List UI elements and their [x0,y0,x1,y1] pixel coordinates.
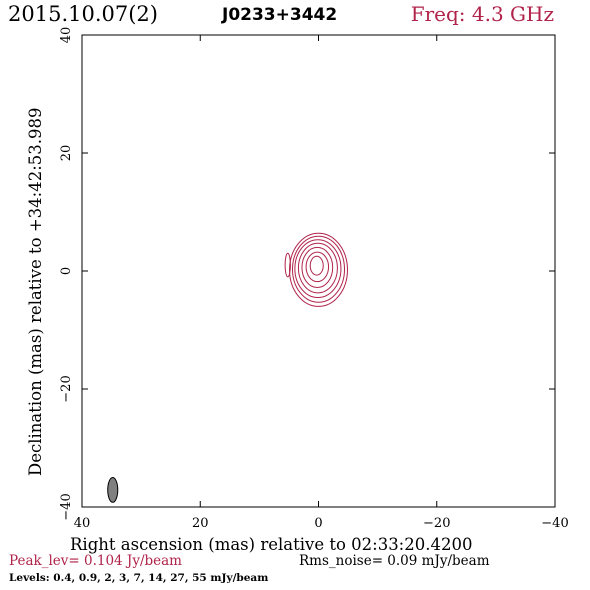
y-tick-label: 0 [59,267,74,275]
contour-ring [305,251,330,283]
contour-ring [294,239,342,299]
x-tick-label: −20 [423,516,450,531]
source-name: J0233+3442 [222,5,338,25]
contour-group [107,232,348,503]
secondary-contour [284,252,291,278]
x-tick-label: 0 [314,516,322,531]
y-tick-label: −20 [59,375,74,402]
plot-frame [81,34,556,508]
observation-date: 2015.10.07(2) [8,2,158,26]
contour-ring [301,246,334,289]
x-tick-label: 40 [74,516,91,531]
tick-marks [81,34,556,508]
peak-level: Peak_lev= 0.104 Jy/beam [9,553,182,569]
y-axis-label: Declination (mas) relative to +34:42:53.… [26,107,45,476]
y-tick-label: 40 [59,27,74,44]
contour-ring [289,232,348,307]
y-tick-label: −40 [59,493,74,520]
y-tick-label: 20 [59,145,74,162]
contour-levels: Levels: 0.4, 0.9, 2, 3, 7, 14, 27, 55 mJ… [9,572,269,584]
contour-ring [297,242,338,294]
contour-ring [309,255,324,276]
x-axis-label: Right ascension (mas) relative to 02:33:… [70,535,472,554]
x-tick-label: −40 [541,516,568,531]
frequency-label: Freq: 4.3 GHz [410,2,554,26]
tick-labels: 40 20 0 −20 −40 −40 −20 0 20 40 [59,27,569,531]
beam-ellipse [107,477,119,503]
rms-noise: Rms_noise= 0.09 mJy/beam [299,553,490,569]
x-tick-label: 20 [192,516,209,531]
contour-ring [291,235,346,303]
